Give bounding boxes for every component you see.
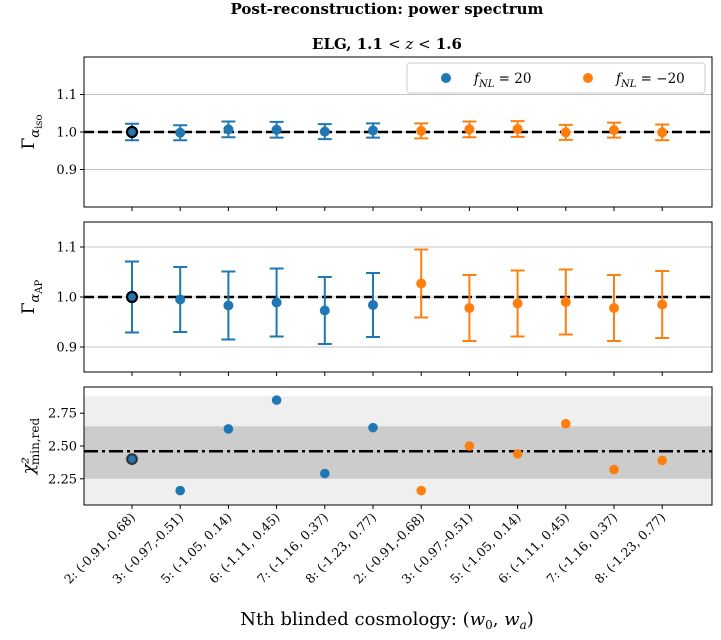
legend-label: fNL = 20 bbox=[473, 71, 531, 90]
y-tick-label: 1.1 bbox=[56, 88, 77, 103]
data-point bbox=[657, 299, 668, 310]
data-point bbox=[125, 290, 139, 304]
data-point bbox=[320, 468, 330, 479]
data-point bbox=[271, 124, 282, 135]
data-point bbox=[512, 124, 523, 134]
data-point bbox=[175, 485, 185, 496]
data-point bbox=[464, 441, 475, 451]
chart-title: Post-reconstruction: power spectrum bbox=[231, 0, 544, 18]
data-point bbox=[560, 297, 571, 307]
axes-frame bbox=[83, 386, 713, 506]
data-point bbox=[319, 305, 330, 316]
data-point bbox=[560, 127, 571, 138]
data-point bbox=[368, 422, 378, 433]
data-point bbox=[175, 127, 186, 138]
data-point bbox=[561, 418, 571, 429]
y-tick-label: 1.1 bbox=[56, 241, 77, 256]
legend: fNL = 20 fNL = −20 bbox=[406, 62, 706, 94]
data-point bbox=[125, 125, 139, 139]
axes-frame bbox=[83, 56, 713, 208]
panel-chi2-min-red: 2.25 2.50 2.75 χ²min,red bbox=[19, 386, 713, 509]
axes-frame bbox=[83, 221, 713, 373]
y-tick-label: 2.50 bbox=[48, 440, 77, 455]
y-tick-label: 2.75 bbox=[48, 407, 77, 422]
y-axis-label: Γαiso bbox=[19, 115, 45, 150]
data-point bbox=[126, 453, 138, 466]
chart-subtitle: ELG, 1.1 < z < 1.6 bbox=[312, 35, 462, 53]
panel-gamma-alpha-ap: 0.9 1.0 1.1 ΓαAP bbox=[19, 221, 713, 376]
y-tick-label: 1.0 bbox=[56, 291, 77, 306]
data-point bbox=[416, 278, 427, 289]
data-point bbox=[416, 125, 427, 136]
data-point bbox=[175, 294, 186, 305]
x-axis-label: Nth blinded cosmology: (w0, wa) bbox=[240, 609, 534, 632]
data-point bbox=[609, 303, 619, 313]
data-point bbox=[368, 300, 378, 310]
data-point bbox=[464, 303, 475, 313]
data-point bbox=[512, 298, 523, 309]
y-axis-label: χ²min,red bbox=[19, 417, 42, 475]
data-point bbox=[271, 395, 282, 405]
legend-marker bbox=[583, 73, 593, 83]
band-inner bbox=[84, 426, 712, 479]
legend-label: fNL = −20 bbox=[615, 71, 685, 90]
data-point bbox=[657, 455, 667, 466]
data-point bbox=[319, 126, 330, 137]
data-point bbox=[223, 300, 234, 311]
data-point bbox=[271, 297, 282, 308]
y-tick-label: 0.9 bbox=[56, 163, 77, 178]
y-tick-label: 2.25 bbox=[48, 472, 77, 487]
legend-marker bbox=[441, 73, 451, 83]
panel-gamma-alpha-iso: 0.9 1.0 1.1 Γαiso bbox=[19, 56, 713, 211]
legend-box bbox=[406, 62, 706, 94]
data-point bbox=[512, 449, 523, 459]
data-point bbox=[609, 125, 619, 136]
data-point bbox=[416, 485, 427, 496]
data-point bbox=[223, 124, 234, 135]
data-point bbox=[657, 127, 668, 138]
y-tick-label: 0.9 bbox=[56, 341, 77, 356]
data-point bbox=[609, 464, 619, 475]
x-axis-tick-labels: 2: (-0.91,-0.68)3: (-0.97,-0.51)5: (-1.0… bbox=[61, 510, 668, 587]
y-axis-label: ΓαAP bbox=[19, 279, 45, 314]
data-point bbox=[464, 124, 475, 135]
y-tick-label: 1.0 bbox=[56, 126, 77, 141]
data-point bbox=[368, 125, 378, 136]
data-point bbox=[223, 424, 234, 434]
